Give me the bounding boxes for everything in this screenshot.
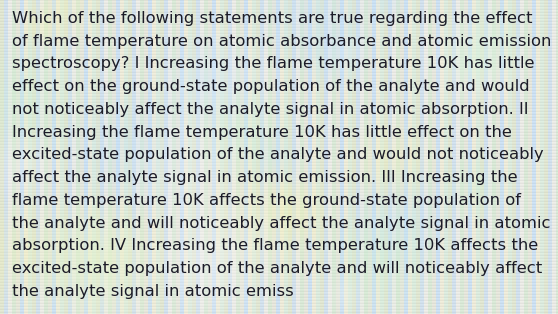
Text: spectroscopy? I Increasing the flame temperature 10K has little: spectroscopy? I Increasing the flame tem… <box>12 57 535 72</box>
Text: Which of the following statements are true regarding the effect: Which of the following statements are tr… <box>12 11 533 26</box>
Text: absorption. IV Increasing the flame temperature 10K affects the: absorption. IV Increasing the flame temp… <box>12 238 538 253</box>
Text: of flame temperature on atomic absorbance and atomic emission: of flame temperature on atomic absorbanc… <box>12 34 552 49</box>
Text: flame temperature 10K affects the ground-state population of: flame temperature 10K affects the ground… <box>12 193 521 208</box>
Text: the analyte and will noticeably affect the analyte signal in atomic: the analyte and will noticeably affect t… <box>12 216 551 230</box>
Text: effect on the ground-state population of the analyte and would: effect on the ground-state population of… <box>12 79 530 94</box>
Text: affect the analyte signal in atomic emission. III Increasing the: affect the analyte signal in atomic emis… <box>12 170 518 185</box>
Text: Increasing the flame temperature 10K has little effect on the: Increasing the flame temperature 10K has… <box>12 125 512 140</box>
Text: the analyte signal in atomic emiss: the analyte signal in atomic emiss <box>12 284 294 299</box>
Text: excited-state population of the analyte and would not noticeably: excited-state population of the analyte … <box>12 147 544 162</box>
Text: excited-state population of the analyte and will noticeably affect: excited-state population of the analyte … <box>12 261 542 276</box>
Text: not noticeably affect the analyte signal in atomic absorption. II: not noticeably affect the analyte signal… <box>12 102 529 117</box>
